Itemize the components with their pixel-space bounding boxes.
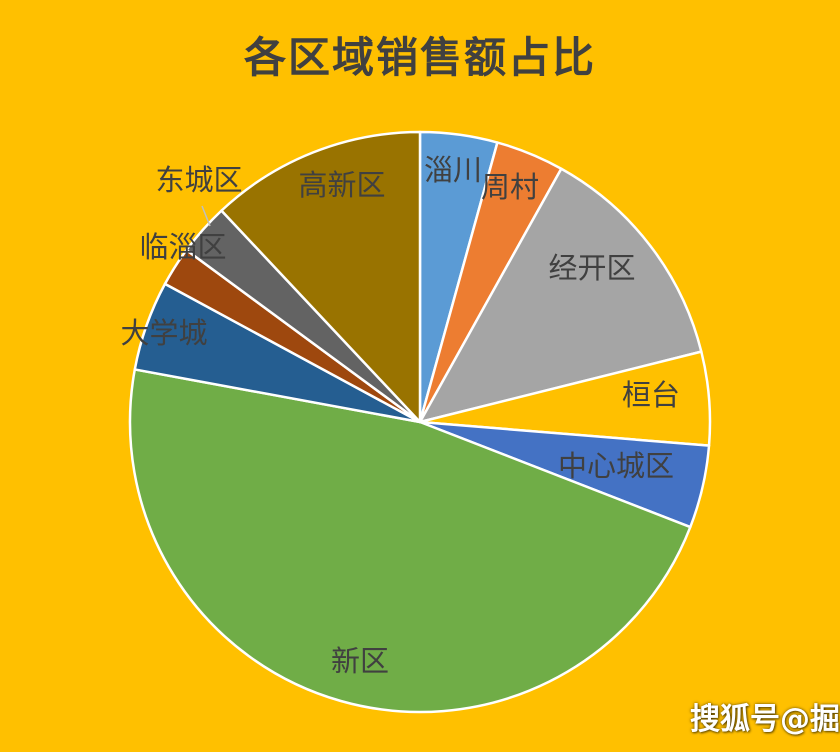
slice-label-7: 大学城	[120, 316, 207, 350]
chart-title: 各区域销售额占比	[243, 33, 596, 82]
slice-label-1: 淄川	[424, 153, 482, 187]
slice-label-6: 新区	[331, 644, 389, 678]
slice-label-4: 桓台	[622, 378, 680, 412]
slice-label-5: 中心城区	[558, 449, 674, 483]
slice-label-9: 东城区	[155, 163, 242, 197]
slice-label-10: 高新区	[298, 168, 385, 202]
pie-slice-10	[220, 130, 422, 424]
pie-slice-6	[128, 368, 692, 714]
pie-slice-3	[418, 167, 703, 424]
slice-label-3: 经开区	[548, 251, 635, 285]
slice-label-8: 临淄区	[139, 230, 226, 264]
slice-label-2: 周村	[481, 170, 539, 204]
watermark-text: 搜狐号@掘	[690, 702, 840, 737]
leader-line	[201, 205, 211, 227]
